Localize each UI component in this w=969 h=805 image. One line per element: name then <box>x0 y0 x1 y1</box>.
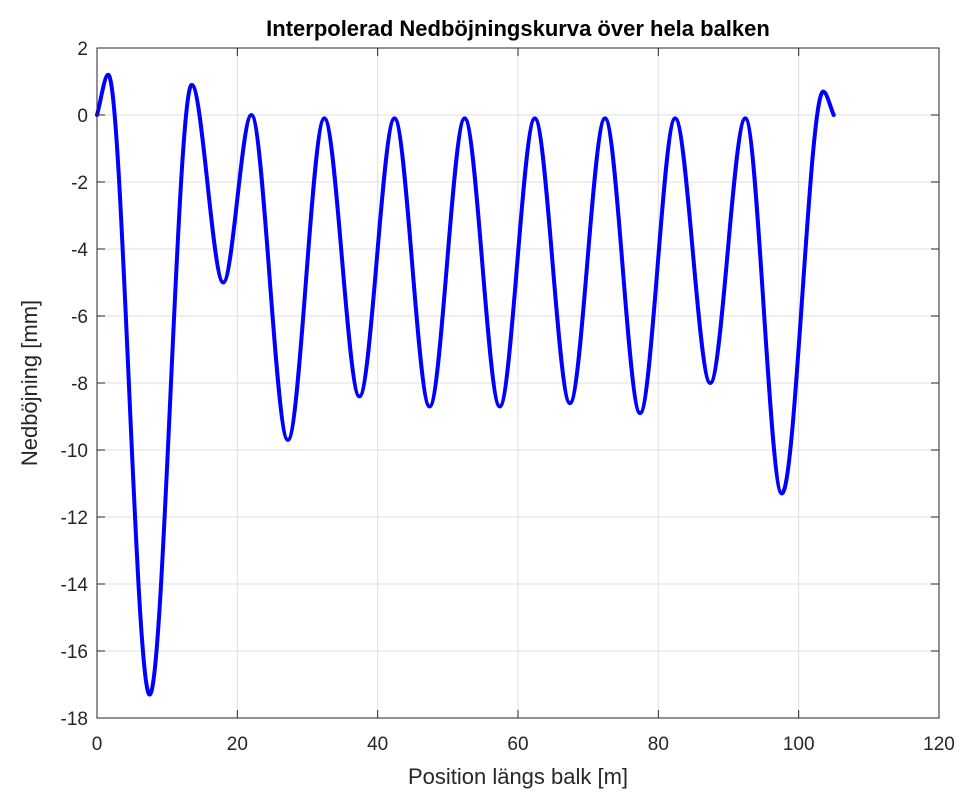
x-axis-label: Position längs balk [m] <box>408 764 628 789</box>
x-tick-label: 20 <box>227 734 248 755</box>
y-tick-label: -8 <box>71 374 88 395</box>
y-tick-label: -14 <box>61 575 89 596</box>
x-tick-label: 60 <box>507 734 528 755</box>
x-tick-label: 80 <box>648 734 669 755</box>
deflection-curve <box>95 72 836 697</box>
y-tick-label: -16 <box>61 642 88 663</box>
data-series <box>95 72 836 697</box>
x-tick-label: 0 <box>92 734 103 755</box>
y-tick-label: -2 <box>71 173 88 194</box>
y-axis-label: Nedböjning [mm] <box>17 300 42 466</box>
x-tick-label: 40 <box>367 734 388 755</box>
y-tick-label: 0 <box>77 106 88 127</box>
y-tick-label: -4 <box>71 240 88 261</box>
x-tick-label: 120 <box>923 734 955 755</box>
chart-title: Interpolerad Nedböjningskurva över hela … <box>266 16 770 41</box>
y-axis-ticks: 2 0 -2 -4 -6 -8 -10 -12 -14 -16 -18 <box>61 39 939 730</box>
y-tick-label: -10 <box>61 441 88 462</box>
y-tick-label: -6 <box>71 307 88 328</box>
y-tick-label: -18 <box>61 709 88 730</box>
y-tick-label: 2 <box>77 39 88 60</box>
y-tick-label: -12 <box>61 508 88 529</box>
x-axis-ticks: 0 20 40 60 80 100 120 <box>92 48 955 755</box>
x-tick-label: 100 <box>783 734 815 755</box>
